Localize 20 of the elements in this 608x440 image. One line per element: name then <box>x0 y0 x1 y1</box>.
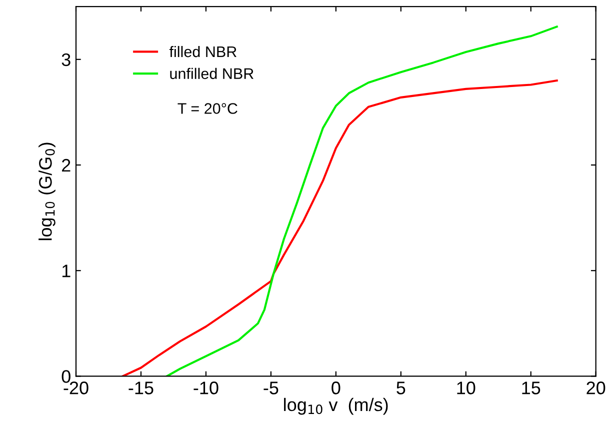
x-tick-label: -5 <box>264 382 278 394</box>
x-tick-label: -10 <box>194 382 218 394</box>
line-series <box>122 79 558 376</box>
x-tick-label: 0 <box>332 382 340 394</box>
x-tick-label: 20 <box>586 382 606 394</box>
y-axis-title: log$_{10}$ (G/G$_{0}$) <box>38 142 56 240</box>
y-tick-label: 0 <box>62 370 70 383</box>
y-tick-label: 3 <box>62 53 70 66</box>
x-tick-label: 15 <box>522 382 540 394</box>
line-series <box>166 26 558 376</box>
x-tick-label: -15 <box>128 382 154 394</box>
x-tick-label: 5 <box>396 382 406 394</box>
y-tick-label: 2 <box>62 158 70 172</box>
y-tick-label: 1 <box>62 264 70 278</box>
x-tick-label: -20 <box>64 382 88 394</box>
x-tick-label: 10 <box>457 382 476 394</box>
legend-label: filled NBR <box>169 46 236 58</box>
x-axis-title: log$_{10}$ v (m/s) <box>284 398 388 415</box>
legend-label: unfilled NBR <box>170 68 254 80</box>
annotation: T = 20°C <box>178 103 238 114</box>
